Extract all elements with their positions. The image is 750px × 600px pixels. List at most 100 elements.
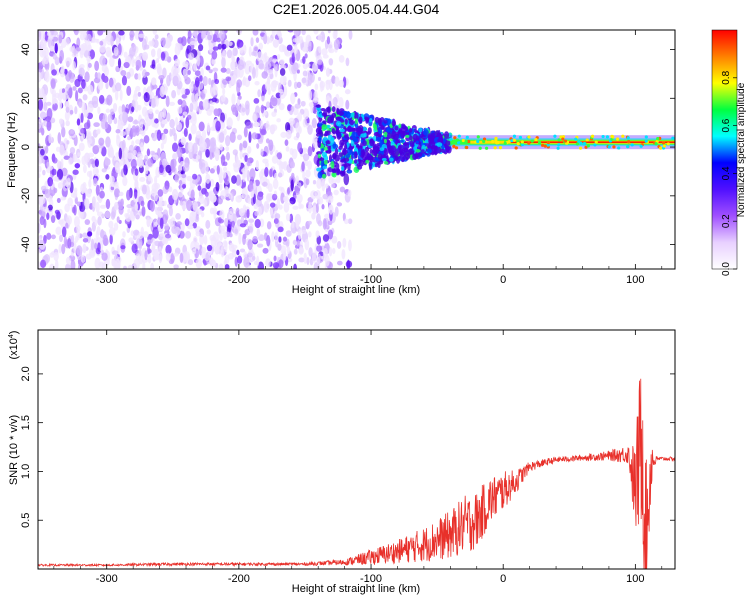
spectral-cell [594, 140, 598, 144]
spectral-cell [318, 45, 322, 54]
spectral-cell [61, 226, 67, 238]
spectral-cell [294, 213, 302, 226]
spectral-cell [59, 144, 65, 156]
spectral-cell [276, 30, 281, 37]
spectral-cell [151, 132, 158, 142]
spectral-cell [169, 118, 175, 129]
spectral-cell [253, 97, 260, 104]
spectral-cell [192, 248, 197, 255]
spectral-cell [325, 95, 331, 104]
spectral-cell [277, 172, 283, 178]
spectral-cell [56, 197, 61, 203]
spectral-cell [291, 220, 295, 229]
spectral-cell [134, 100, 139, 113]
spectral-cell [394, 155, 399, 161]
spectral-cell [320, 108, 326, 112]
spectral-cell [218, 263, 224, 269]
spectral-cell [289, 148, 294, 156]
spectral-cell [409, 135, 413, 141]
y-tick-label: 40 [20, 43, 32, 55]
spectral-cell [230, 61, 236, 71]
spectral-cell [67, 238, 72, 249]
spectral-cell [394, 148, 400, 156]
spectral-cell [152, 154, 159, 161]
spectral-cell [58, 219, 64, 225]
spectral-cell [172, 152, 178, 160]
spectral-cell [215, 120, 221, 132]
spectral-cell [53, 251, 59, 262]
spectral-cell [248, 222, 254, 235]
spectral-cell [301, 161, 305, 172]
spectral-cell [263, 201, 270, 213]
spectral-cell [386, 132, 392, 139]
spectral-cell [98, 137, 105, 146]
spectral-cell [478, 146, 482, 150]
spectral-cell [295, 178, 299, 185]
spectral-cell [319, 157, 325, 162]
spectral-cell [176, 121, 183, 131]
spectral-cell [172, 75, 179, 87]
spectral-cell [38, 121, 42, 130]
spectral-cell [113, 156, 121, 162]
spectral-cell [321, 112, 327, 117]
spectral-cell [55, 146, 61, 152]
spectral-cell [116, 134, 120, 139]
spectral-cell [365, 117, 371, 122]
spectral-cell [323, 146, 329, 151]
spectral-cell [214, 245, 220, 255]
spectral-cell [121, 75, 128, 86]
spectral-cell [265, 193, 271, 203]
spectral-cell [67, 197, 73, 207]
spectral-cell [223, 128, 227, 136]
spectral-cell [87, 62, 92, 69]
spectral-cell [448, 132, 452, 138]
spectral-cell [199, 233, 205, 246]
spectral-cell [165, 252, 171, 262]
spectral-cell [72, 153, 78, 163]
spectral-cell [308, 102, 314, 108]
spectral-cell [54, 42, 58, 54]
spectral-cell [205, 65, 211, 71]
spectral-cell [151, 77, 157, 86]
spectral-cell [304, 238, 310, 251]
spectral-cell [315, 104, 321, 108]
spectral-cell [344, 218, 349, 225]
spectral-cell [246, 209, 250, 219]
spectral-cell [165, 244, 172, 255]
spectral-cell [197, 185, 202, 191]
spectral-cell [412, 153, 418, 160]
spectral-cell [441, 144, 445, 150]
spectral-cell [248, 75, 252, 82]
spectral-cell [269, 207, 274, 216]
spectral-cell [109, 147, 114, 158]
spectral-cell [227, 41, 233, 47]
spectral-cell [315, 127, 322, 135]
spectral-cell [51, 93, 57, 105]
y-tick-label: 1.0 [20, 464, 32, 479]
spectral-cell [119, 131, 127, 137]
spectral-cell [311, 118, 317, 129]
spectral-cell [214, 153, 220, 162]
spectral-cell [164, 223, 170, 231]
spectral-cell [541, 143, 545, 147]
spectral-cell [630, 143, 634, 147]
spectral-cell [224, 135, 231, 147]
y-tick-label: 1.5 [20, 415, 32, 430]
spectral-cell [204, 251, 211, 262]
spectral-cell [168, 258, 174, 265]
spectral-cell [449, 137, 453, 141]
spectral-cell [224, 264, 230, 269]
spectral-cell [213, 108, 219, 117]
spectral-cell [332, 172, 337, 178]
spectral-cell [83, 31, 88, 43]
spectral-cell [195, 258, 203, 269]
spectral-cell [322, 54, 329, 59]
spectral-cell [498, 146, 503, 150]
spectral-cell [601, 134, 605, 139]
spectral-cell [271, 97, 278, 107]
spectral-cell [399, 153, 406, 162]
spectral-cell [328, 48, 335, 54]
spectral-cell [278, 89, 284, 94]
spectral-cell [171, 65, 178, 77]
spectral-cell [59, 49, 65, 62]
